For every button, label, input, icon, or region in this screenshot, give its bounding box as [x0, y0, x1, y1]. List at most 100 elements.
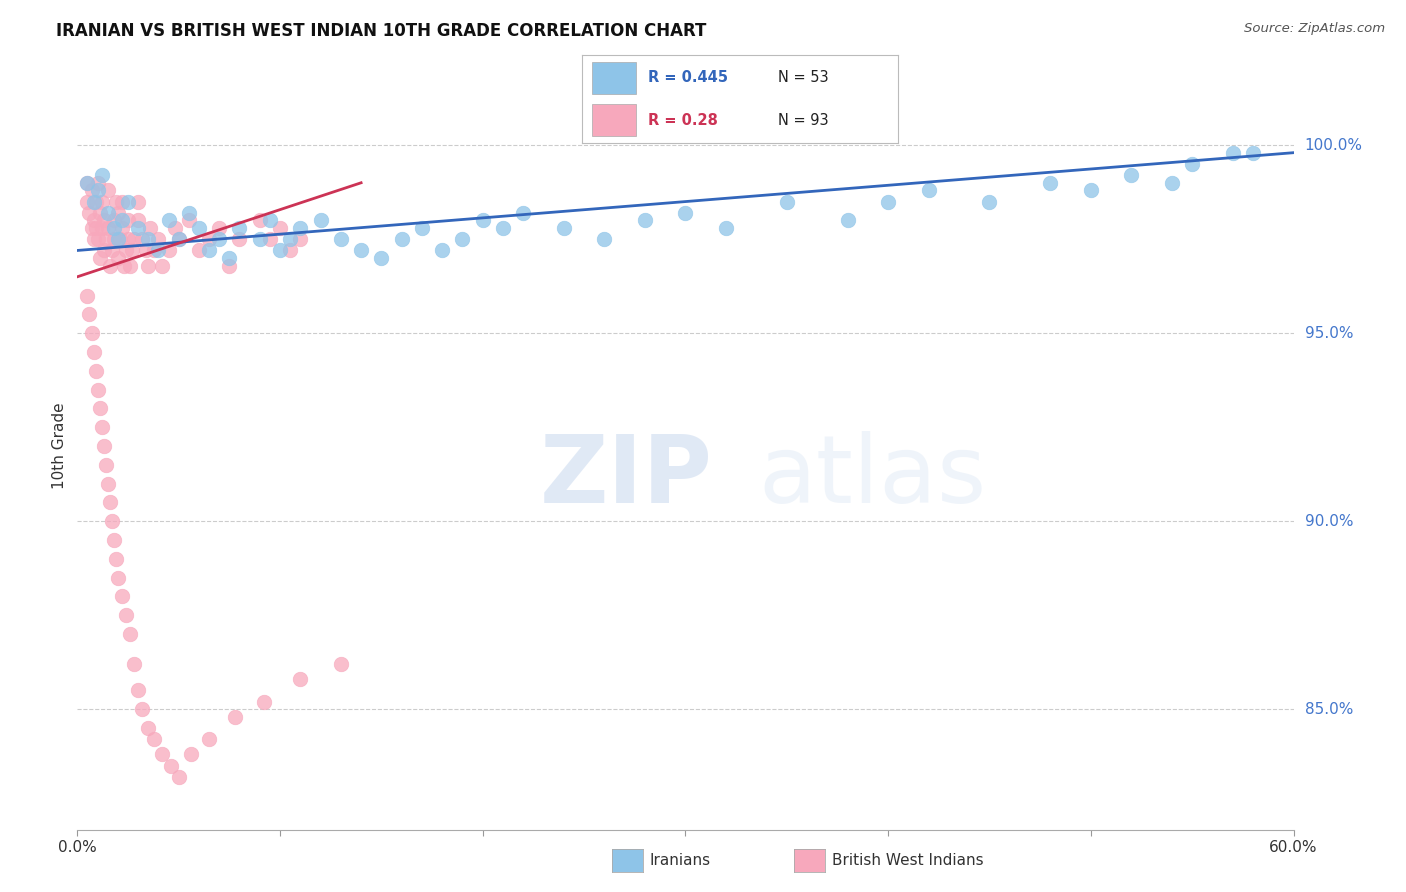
Point — [101, 514, 124, 528]
Point — [104, 551, 127, 566]
Point — [167, 770, 190, 784]
Point — [97, 183, 120, 197]
Point — [104, 194, 127, 209]
Point — [90, 420, 112, 434]
Point — [103, 213, 125, 227]
Point — [136, 232, 159, 246]
Point — [157, 244, 180, 258]
Point — [177, 206, 200, 220]
Point — [411, 220, 433, 235]
Point — [107, 571, 129, 585]
Point — [776, 194, 799, 209]
Point — [163, 220, 186, 235]
Text: 90.0%: 90.0% — [1305, 514, 1353, 529]
Point — [370, 251, 392, 265]
Point — [111, 590, 134, 604]
Point — [634, 213, 657, 227]
Point — [218, 251, 240, 265]
Text: atlas: atlas — [758, 431, 987, 523]
Point — [94, 458, 117, 472]
Point — [83, 232, 105, 246]
Point — [290, 220, 312, 235]
Text: Source: ZipAtlas.com: Source: ZipAtlas.com — [1244, 22, 1385, 36]
Point — [103, 232, 125, 246]
Point — [103, 220, 125, 235]
Point — [83, 194, 105, 209]
Point — [430, 244, 453, 258]
Text: 85.0%: 85.0% — [1305, 702, 1353, 717]
Point — [278, 244, 301, 258]
Point — [218, 259, 240, 273]
Point — [127, 220, 149, 235]
Point — [80, 183, 103, 197]
Point — [837, 213, 859, 227]
Point — [97, 220, 120, 235]
Point — [86, 183, 108, 197]
Point — [249, 232, 271, 246]
Point — [269, 220, 291, 235]
Point — [593, 232, 616, 246]
Point — [76, 176, 98, 190]
Point — [159, 758, 181, 772]
Point — [1080, 183, 1102, 197]
Point — [79, 206, 101, 220]
Point — [80, 220, 103, 235]
Y-axis label: 10th Grade: 10th Grade — [52, 402, 67, 490]
Point — [1161, 176, 1184, 190]
Point — [76, 176, 98, 190]
Point — [111, 220, 134, 235]
Point — [228, 220, 250, 235]
Point — [877, 194, 900, 209]
Point — [350, 244, 373, 258]
Point — [107, 206, 129, 220]
Point — [290, 232, 312, 246]
Point — [118, 259, 141, 273]
Point — [259, 232, 281, 246]
Point — [84, 364, 107, 378]
Point — [127, 194, 149, 209]
Point — [278, 232, 301, 246]
Point — [1241, 145, 1264, 160]
Text: British West Indians: British West Indians — [832, 854, 984, 868]
Point — [139, 220, 162, 235]
Point — [152, 747, 174, 762]
Point — [117, 194, 139, 209]
Point — [93, 439, 115, 453]
Point — [512, 206, 534, 220]
Point — [79, 307, 101, 321]
Point — [84, 194, 107, 209]
Point — [471, 213, 494, 227]
Point — [131, 232, 153, 246]
Point — [391, 232, 413, 246]
Text: Iranians: Iranians — [650, 854, 710, 868]
Point — [198, 232, 221, 246]
Point — [76, 194, 98, 209]
Point — [136, 721, 159, 735]
Point — [89, 251, 111, 265]
Point — [136, 259, 159, 273]
Point — [208, 232, 231, 246]
Point — [198, 732, 221, 747]
Point — [269, 244, 291, 258]
Point — [180, 747, 202, 762]
Point — [675, 206, 697, 220]
Point — [83, 213, 105, 227]
Point — [228, 232, 250, 246]
Point — [76, 288, 98, 302]
Point — [451, 232, 474, 246]
Point — [93, 213, 115, 227]
Point — [188, 244, 211, 258]
Point — [118, 627, 141, 641]
Point — [1121, 168, 1143, 182]
Point — [117, 213, 139, 227]
Point — [90, 194, 112, 209]
Point — [259, 213, 281, 227]
Point — [492, 220, 515, 235]
Point — [103, 533, 125, 547]
Point — [108, 232, 131, 246]
Point — [553, 220, 575, 235]
Point — [86, 232, 108, 246]
Point — [148, 244, 170, 258]
Point — [127, 213, 149, 227]
Point — [98, 259, 121, 273]
